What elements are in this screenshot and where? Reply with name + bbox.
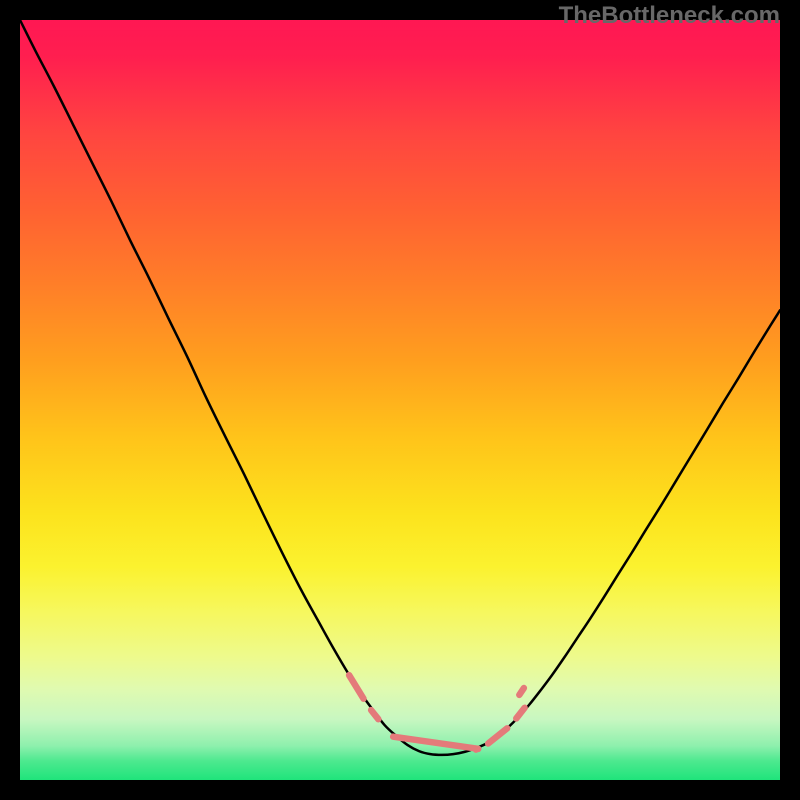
- marker-segment: [519, 688, 524, 695]
- chart-background: [20, 20, 780, 780]
- watermark-text: TheBottleneck.com: [559, 2, 780, 30]
- marker-dot: [473, 746, 480, 753]
- chart-svg: [20, 20, 780, 780]
- plot-area: [20, 20, 780, 780]
- chart-frame: TheBottleneck.com: [0, 0, 800, 800]
